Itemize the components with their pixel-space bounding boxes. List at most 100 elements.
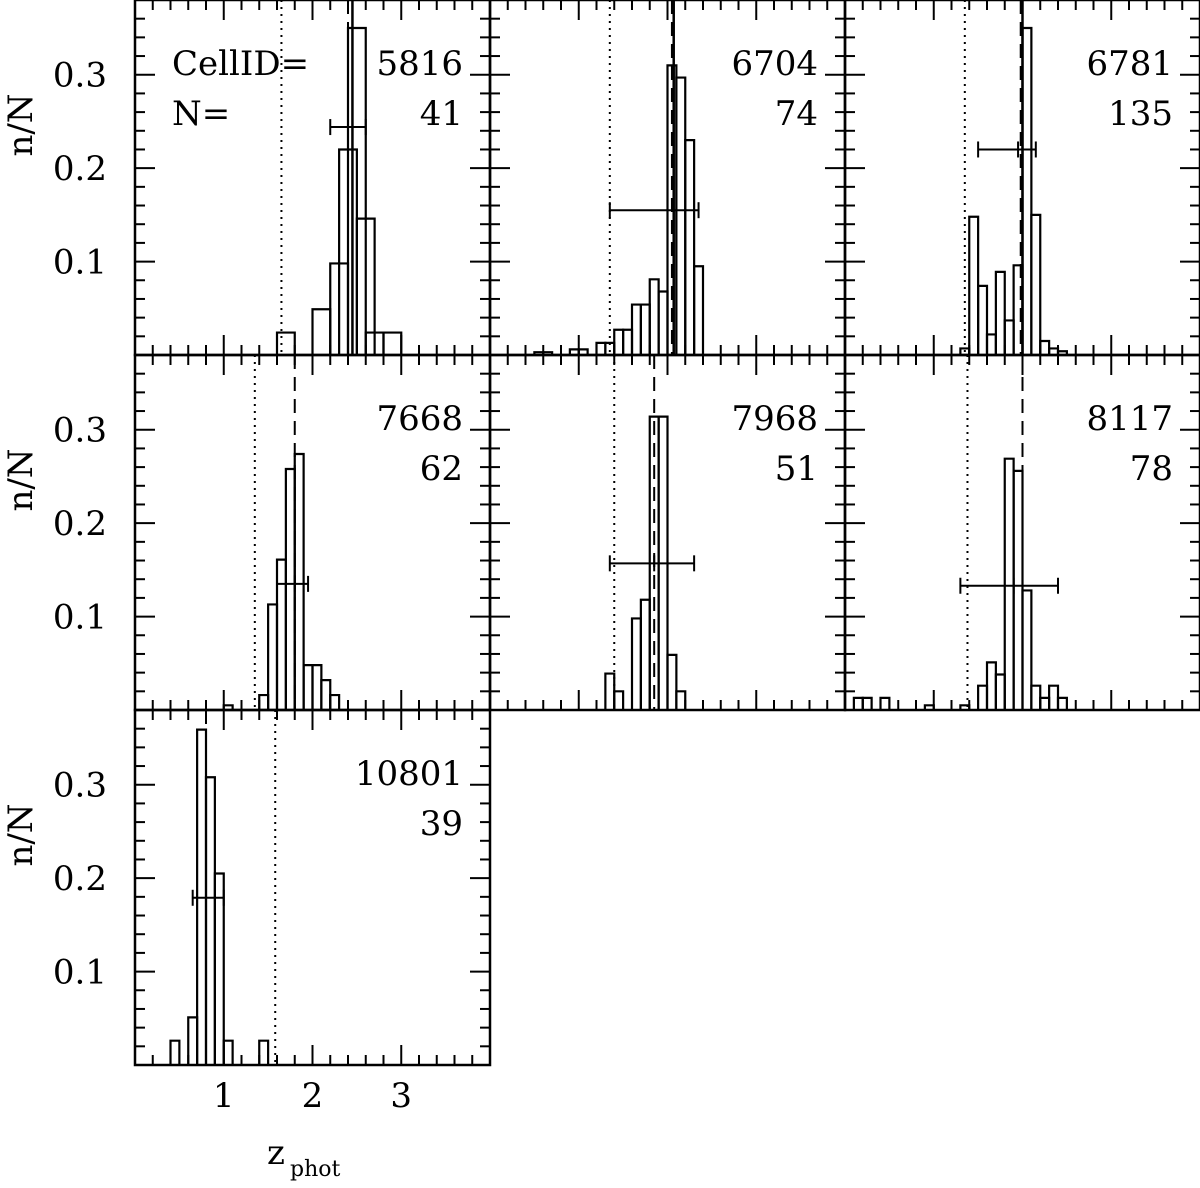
panel-8117: 8117 78 [843, 353, 1200, 712]
histogram-bin [630, 617, 642, 710]
histogram-bin [1030, 213, 1042, 355]
x-tick-label: 3 [390, 1076, 412, 1116]
panel-6704: 6704 74 [488, 0, 847, 357]
histogram-bin [267, 603, 279, 710]
cell-id-label: 10801 [355, 754, 463, 794]
histogram-bin [1021, 589, 1033, 710]
histogram-bin [311, 664, 323, 710]
histogram-bin [169, 1039, 181, 1065]
y-tick-label: 0.2 [53, 859, 107, 899]
histogram-bin [959, 704, 971, 710]
histogram-bin [222, 704, 234, 710]
panel-frame [843, 353, 1200, 712]
n-count-label: 39 [420, 804, 463, 844]
histogram-bin [320, 679, 332, 710]
cell-id-label: 6704 [731, 44, 818, 84]
cell-id-label: 8117 [1086, 399, 1173, 439]
x-tick-label: 1 [213, 1076, 235, 1116]
panel-7668: 0.1 0.2 0.3 7668 62 [53, 353, 492, 712]
n-count-label: 41 [420, 94, 463, 134]
panel-5816: 0.1 0.2 0.3 CellID= N= 5816 41 [53, 0, 492, 357]
histogram-bin [1003, 319, 1015, 355]
histogram-bin [355, 217, 376, 355]
histogram-bin [985, 333, 997, 355]
histogram-bin [657, 290, 669, 355]
histogram-bin [1030, 684, 1042, 710]
histogram-bin [275, 331, 296, 355]
y-axis-label-row-1: n/N [1, 93, 41, 156]
histogram-bin [1056, 350, 1068, 355]
histogram-bin [675, 76, 687, 355]
panels-group: 0.1 0.2 0.3 CellID= N= 5816 41 6704 74 6781 135 0.1… [53, 0, 1200, 1116]
panel-7968: 7968 51 [488, 353, 847, 712]
histogram-bin [604, 672, 616, 710]
histogram-bin [213, 872, 225, 1065]
histogram-bin [985, 661, 997, 710]
histogram-bin [1056, 696, 1068, 710]
histogram-bin [852, 696, 864, 710]
panel-10801: 0.1 0.2 0.3 1 2 3 10801 39 [53, 708, 492, 1116]
histogram-bin [648, 278, 660, 355]
cellid-prefix-label: CellID= [172, 44, 309, 84]
histogram-bin [542, 351, 554, 355]
n-count-label: 74 [775, 94, 818, 134]
histogram-bin [1021, 26, 1033, 355]
y-tick-label: 0.1 [53, 953, 107, 993]
histogram-bin [639, 598, 651, 710]
histogram-bin [204, 776, 216, 1065]
histogram-bin [284, 467, 296, 710]
histogram-bin [977, 684, 989, 710]
x-axis-label-z: z [267, 1133, 285, 1173]
histogram-bin [1039, 696, 1051, 710]
histogram-bin [861, 696, 873, 710]
histogram-bin [613, 328, 625, 355]
y-axis-label-row-3: n/N [1, 803, 41, 866]
histogram-bin [684, 139, 696, 355]
histogram-bin [595, 341, 607, 355]
cell-id-label: 7968 [731, 399, 818, 439]
histogram-bin [923, 704, 935, 710]
histogram-bin [329, 693, 341, 710]
y-axis-label-row-2: n/N [1, 448, 41, 511]
y-tick-label: 0.3 [53, 766, 107, 806]
histogram-bin [693, 265, 705, 355]
histogram-bin [382, 331, 403, 355]
histogram-bin [302, 664, 314, 710]
y-tick-label: 0.1 [53, 598, 107, 638]
y-tick-label: 0.2 [53, 149, 107, 189]
n-count-label: 62 [420, 449, 463, 489]
y-tick-label: 0.1 [53, 243, 107, 283]
cell-id-label: 5816 [376, 44, 463, 84]
histogram-bin [187, 1016, 199, 1065]
histogram-bin [879, 696, 891, 710]
histogram-bin [994, 673, 1006, 710]
y-tick-label: 0.3 [53, 411, 107, 451]
histogram-bin [639, 303, 651, 355]
histogram-bin [622, 328, 634, 355]
panel-frame [133, 708, 492, 1067]
histogram-bin [630, 303, 642, 355]
n-count-label: 78 [1130, 449, 1173, 489]
histogram-bin [293, 452, 305, 710]
histogram-bin [222, 1039, 234, 1065]
histogram-bin [1003, 457, 1015, 710]
histogram-bin [1039, 339, 1051, 355]
n-count-label: 51 [775, 449, 818, 489]
cell-id-label: 6781 [1086, 44, 1173, 84]
cell-id-label: 7668 [376, 399, 463, 439]
histogram-bin [977, 284, 989, 355]
histogram-bin [675, 690, 687, 710]
panel-6781: 6781 135 [843, 0, 1200, 357]
x-axis-label: z phot [267, 1133, 340, 1182]
histogram-bin [311, 308, 332, 355]
histogram-bin [1048, 684, 1060, 710]
histogram-bin [346, 26, 367, 355]
histogram-bin [275, 558, 287, 710]
histogram-bin [994, 270, 1006, 355]
histogram-bin [258, 1039, 270, 1065]
n-count-label: 135 [1108, 94, 1173, 134]
histogram-bin [258, 693, 270, 710]
y-tick-label: 0.3 [53, 56, 107, 96]
histogram-bin [666, 653, 678, 710]
